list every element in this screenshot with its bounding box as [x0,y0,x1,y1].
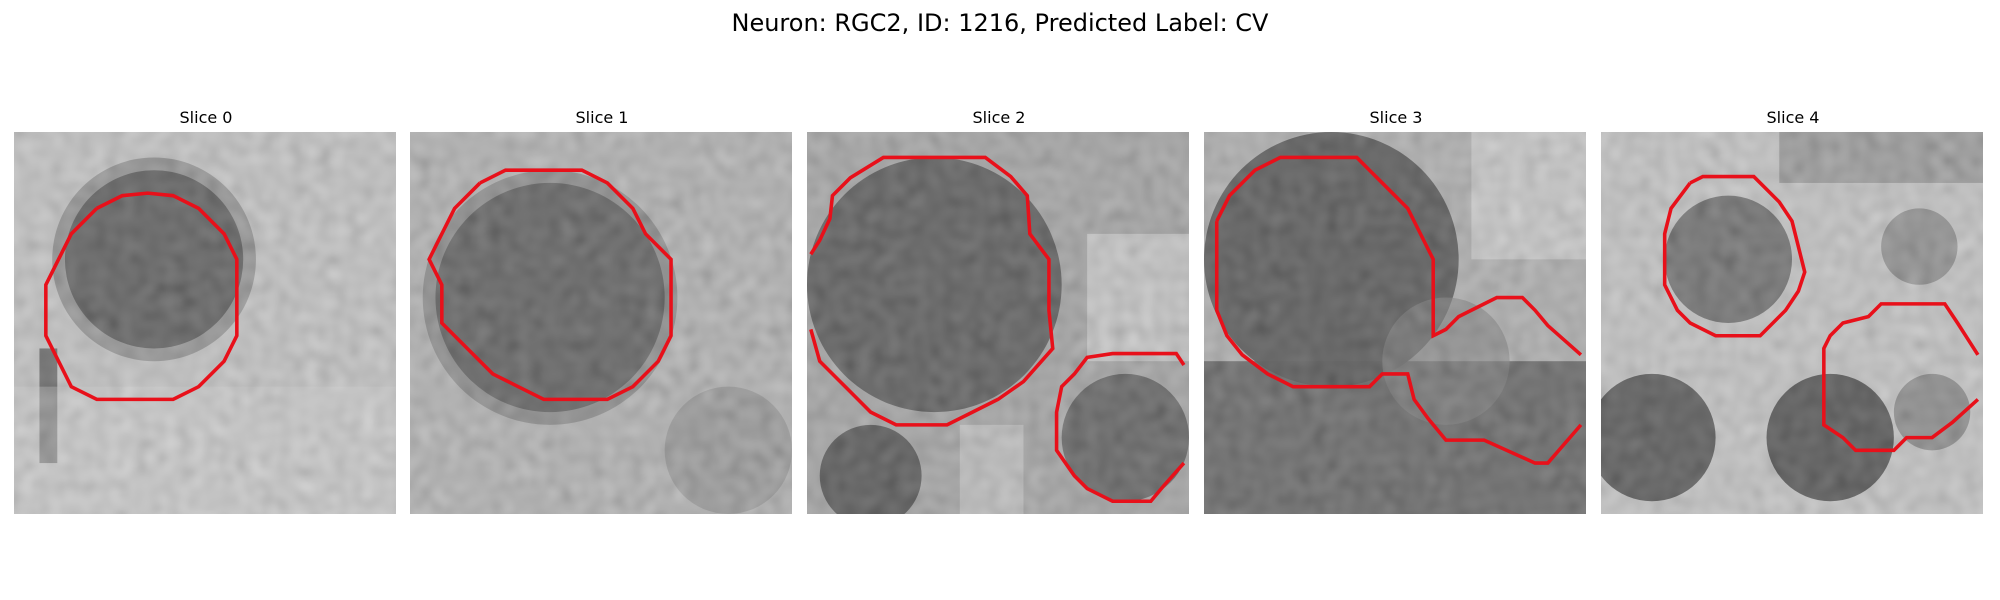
microscopy-slice-image [410,132,792,514]
figure-title: Neuron: RGC2, ID: 1216, Predicted Label:… [731,9,1269,37]
cell-contour [427,168,673,402]
cell-contour [809,155,1055,427]
slice-panel-0: Slice 0 [14,108,398,514]
cell-contour [44,191,239,402]
microscopy-slice-image [14,132,396,514]
microscopy-slice-image [807,132,1189,514]
slice-panel-3: Slice 3 [1204,108,1588,514]
cell-contour [1214,221,1583,465]
cell-contour [1662,174,1807,338]
slice-title: Slice 0 [179,108,233,127]
slice-panel-1: Slice 1 [410,108,794,514]
cell-contour [1054,351,1186,504]
microscopy-slice-image [1601,132,1983,514]
slice-title: Slice 3 [1369,108,1423,127]
cell-contour [1822,302,1980,453]
slice-title: Slice 2 [972,108,1026,127]
cell-contour [1215,155,1583,357]
slice-panel-2: Slice 2 [807,108,1191,514]
slice-title: Slice 1 [575,108,629,127]
slice-title: Slice 4 [1766,108,1820,127]
microscopy-slice-image [1204,132,1586,514]
slice-panel-4: Slice 4 [1601,108,1985,514]
